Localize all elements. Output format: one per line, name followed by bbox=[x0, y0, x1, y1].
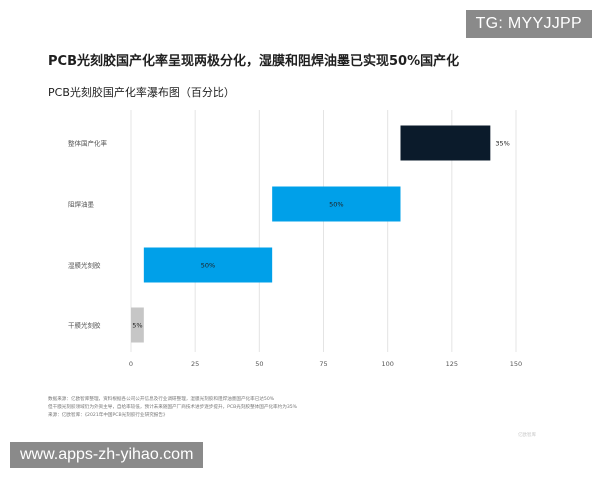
data-label: 50% bbox=[201, 262, 215, 270]
x-tick-label: 50 bbox=[255, 360, 263, 368]
x-tick-label: 100 bbox=[381, 360, 393, 368]
category-label: 干膜光刻胶 bbox=[68, 321, 101, 330]
bar bbox=[131, 307, 144, 343]
x-tick-label: 150 bbox=[510, 360, 522, 368]
watermark-bottom-left: www.apps-zh-yihao.com bbox=[10, 442, 204, 468]
x-tick-label: 75 bbox=[319, 360, 327, 368]
note-line: 但干膜光刻胶领域仍为外资主导，自给率较低，预计未来随国产厂商技术进步逐步提升，P… bbox=[48, 405, 298, 410]
category-label: 湿膜光刻胶 bbox=[68, 261, 101, 270]
chart-notes: 数据来源：亿欧智库整理，资料根据各公司公开信息及行业调研整理，湿膜光刻胶和阻焊油… bbox=[48, 396, 297, 420]
bar bbox=[143, 247, 273, 283]
watermark-top-right: TG: MYYJJPP bbox=[465, 10, 592, 38]
note-line: 数据来源：亿欧智库整理，资料根据各公司公开信息及行业调研整理，湿膜光刻胶和阻焊油… bbox=[48, 397, 275, 402]
x-tick-label: 25 bbox=[191, 360, 199, 368]
source-logo: 亿欧智库 bbox=[518, 433, 536, 438]
labels: 0 25 50 75 100 125 150 整体国产化率 35% 阻焊油墨 50% 湿膜光刻胶 50%… bbox=[68, 139, 522, 369]
chart-subtitle: PCB光刻胶国产化率瀑布图（百分比） bbox=[48, 86, 235, 99]
data-label: 5% bbox=[132, 322, 142, 330]
x-tick-label: 125 bbox=[446, 360, 458, 368]
category-label: 整体国产化率 bbox=[68, 139, 108, 148]
note-line: 来源：亿欧智库：《2021年中国PCB光刻胶行业研究报告》 bbox=[48, 413, 168, 418]
data-label: 35% bbox=[495, 140, 509, 148]
page-title: PCB光刻胶国产化率呈现两极分化，湿膜和阻焊油墨已实现50%国产化 bbox=[48, 54, 460, 69]
category-label: 阻焊油墨 bbox=[68, 200, 95, 209]
x-tick-label: 0 bbox=[129, 360, 133, 368]
bar bbox=[272, 186, 401, 222]
bar bbox=[400, 125, 491, 161]
data-label: 50% bbox=[329, 201, 343, 209]
bars bbox=[131, 125, 491, 343]
